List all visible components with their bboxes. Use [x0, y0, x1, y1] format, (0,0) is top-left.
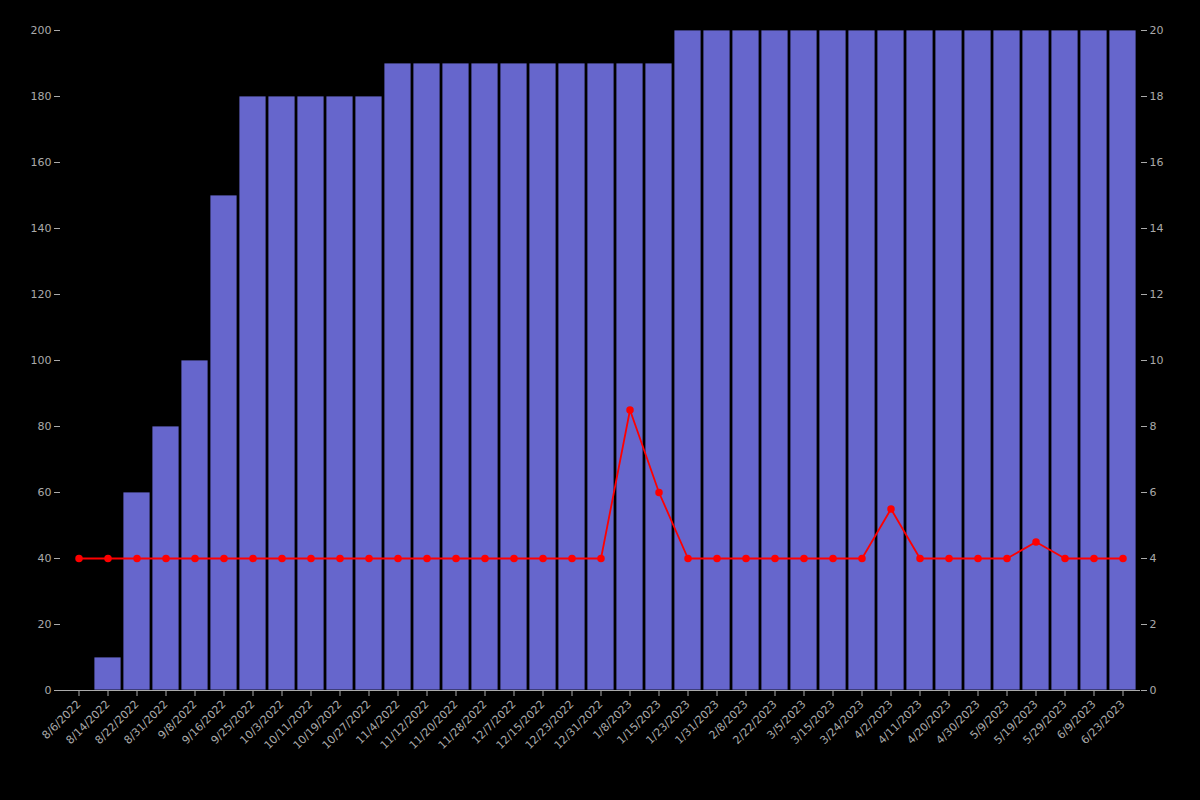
svg-text:8/14/2022: 8/14/2022: [63, 697, 113, 747]
svg-text:180: 180: [31, 90, 52, 103]
svg-text:9/8/2022: 9/8/2022: [155, 697, 200, 742]
svg-text:8/31/2022: 8/31/2022: [121, 697, 171, 747]
svg-text:2/8/2023: 2/8/2023: [706, 697, 751, 742]
svg-text:5/29/2023: 5/29/2023: [1020, 697, 1070, 747]
svg-text:20: 20: [1150, 24, 1164, 37]
svg-text:4/2/2023: 4/2/2023: [851, 697, 896, 742]
svg-text:4: 4: [1150, 552, 1157, 565]
svg-text:6/9/2023: 6/9/2023: [1054, 697, 1099, 742]
svg-text:3/15/2023: 3/15/2023: [788, 697, 838, 747]
svg-text:5/9/2023: 5/9/2023: [967, 697, 1012, 742]
svg-text:11/4/2022: 11/4/2022: [353, 697, 403, 747]
svg-text:12/31/2022: 12/31/2022: [551, 697, 606, 752]
svg-text:3/24/2023: 3/24/2023: [817, 697, 867, 747]
svg-text:1/8/2023: 1/8/2023: [590, 697, 635, 742]
svg-text:11/12/2022: 11/12/2022: [377, 697, 432, 752]
svg-text:11/28/2022: 11/28/2022: [435, 697, 490, 752]
svg-text:16: 16: [1150, 156, 1164, 169]
svg-text:200: 200: [31, 24, 52, 37]
svg-text:2/22/2023: 2/22/2023: [730, 697, 780, 747]
svg-text:20: 20: [38, 618, 52, 631]
svg-text:10: 10: [1150, 354, 1164, 367]
svg-text:6: 6: [1150, 486, 1157, 499]
svg-text:40: 40: [38, 552, 52, 565]
svg-text:8: 8: [1150, 420, 1157, 433]
svg-text:8/6/2022: 8/6/2022: [39, 697, 84, 742]
svg-text:6/23/2023: 6/23/2023: [1079, 698, 1128, 747]
svg-text:9/16/2022: 9/16/2022: [179, 697, 229, 747]
svg-text:11/20/2022: 11/20/2022: [406, 697, 461, 752]
svg-text:0: 0: [1150, 684, 1157, 697]
svg-text:80: 80: [38, 420, 52, 433]
svg-text:12/23/2022: 12/23/2022: [522, 697, 577, 752]
svg-text:12: 12: [1150, 288, 1164, 301]
svg-text:10/19/2022: 10/19/2022: [290, 697, 345, 752]
svg-text:18: 18: [1150, 90, 1164, 103]
svg-text:160: 160: [31, 156, 52, 169]
svg-text:9/25/2022: 9/25/2022: [208, 697, 258, 747]
svg-text:10/3/2022: 10/3/2022: [237, 697, 287, 747]
svg-text:12/15/2022: 12/15/2022: [493, 697, 548, 752]
svg-text:1/31/2023: 1/31/2023: [672, 697, 722, 747]
svg-text:4/20/2023: 4/20/2023: [904, 697, 954, 747]
svg-text:120: 120: [31, 288, 52, 301]
svg-text:8/22/2022: 8/22/2022: [92, 697, 142, 747]
svg-text:10/27/2022: 10/27/2022: [319, 697, 374, 752]
svg-text:4/11/2023: 4/11/2023: [875, 697, 925, 747]
svg-text:12/7/2022: 12/7/2022: [469, 697, 519, 747]
svg-text:140: 140: [31, 222, 52, 235]
svg-text:2: 2: [1150, 618, 1157, 631]
svg-text:1/23/2023: 1/23/2023: [643, 697, 693, 747]
svg-text:5/19/2023: 5/19/2023: [991, 697, 1041, 747]
svg-text:1/15/2023: 1/15/2023: [614, 697, 664, 747]
svg-text:4/30/2023: 4/30/2023: [933, 697, 983, 747]
svg-text:10/11/2022: 10/11/2022: [261, 697, 316, 752]
svg-text:60: 60: [38, 486, 52, 499]
svg-text:3/5/2023: 3/5/2023: [764, 697, 809, 742]
svg-text:14: 14: [1150, 222, 1164, 235]
svg-text:100: 100: [31, 354, 52, 367]
svg-text:0: 0: [45, 684, 52, 697]
